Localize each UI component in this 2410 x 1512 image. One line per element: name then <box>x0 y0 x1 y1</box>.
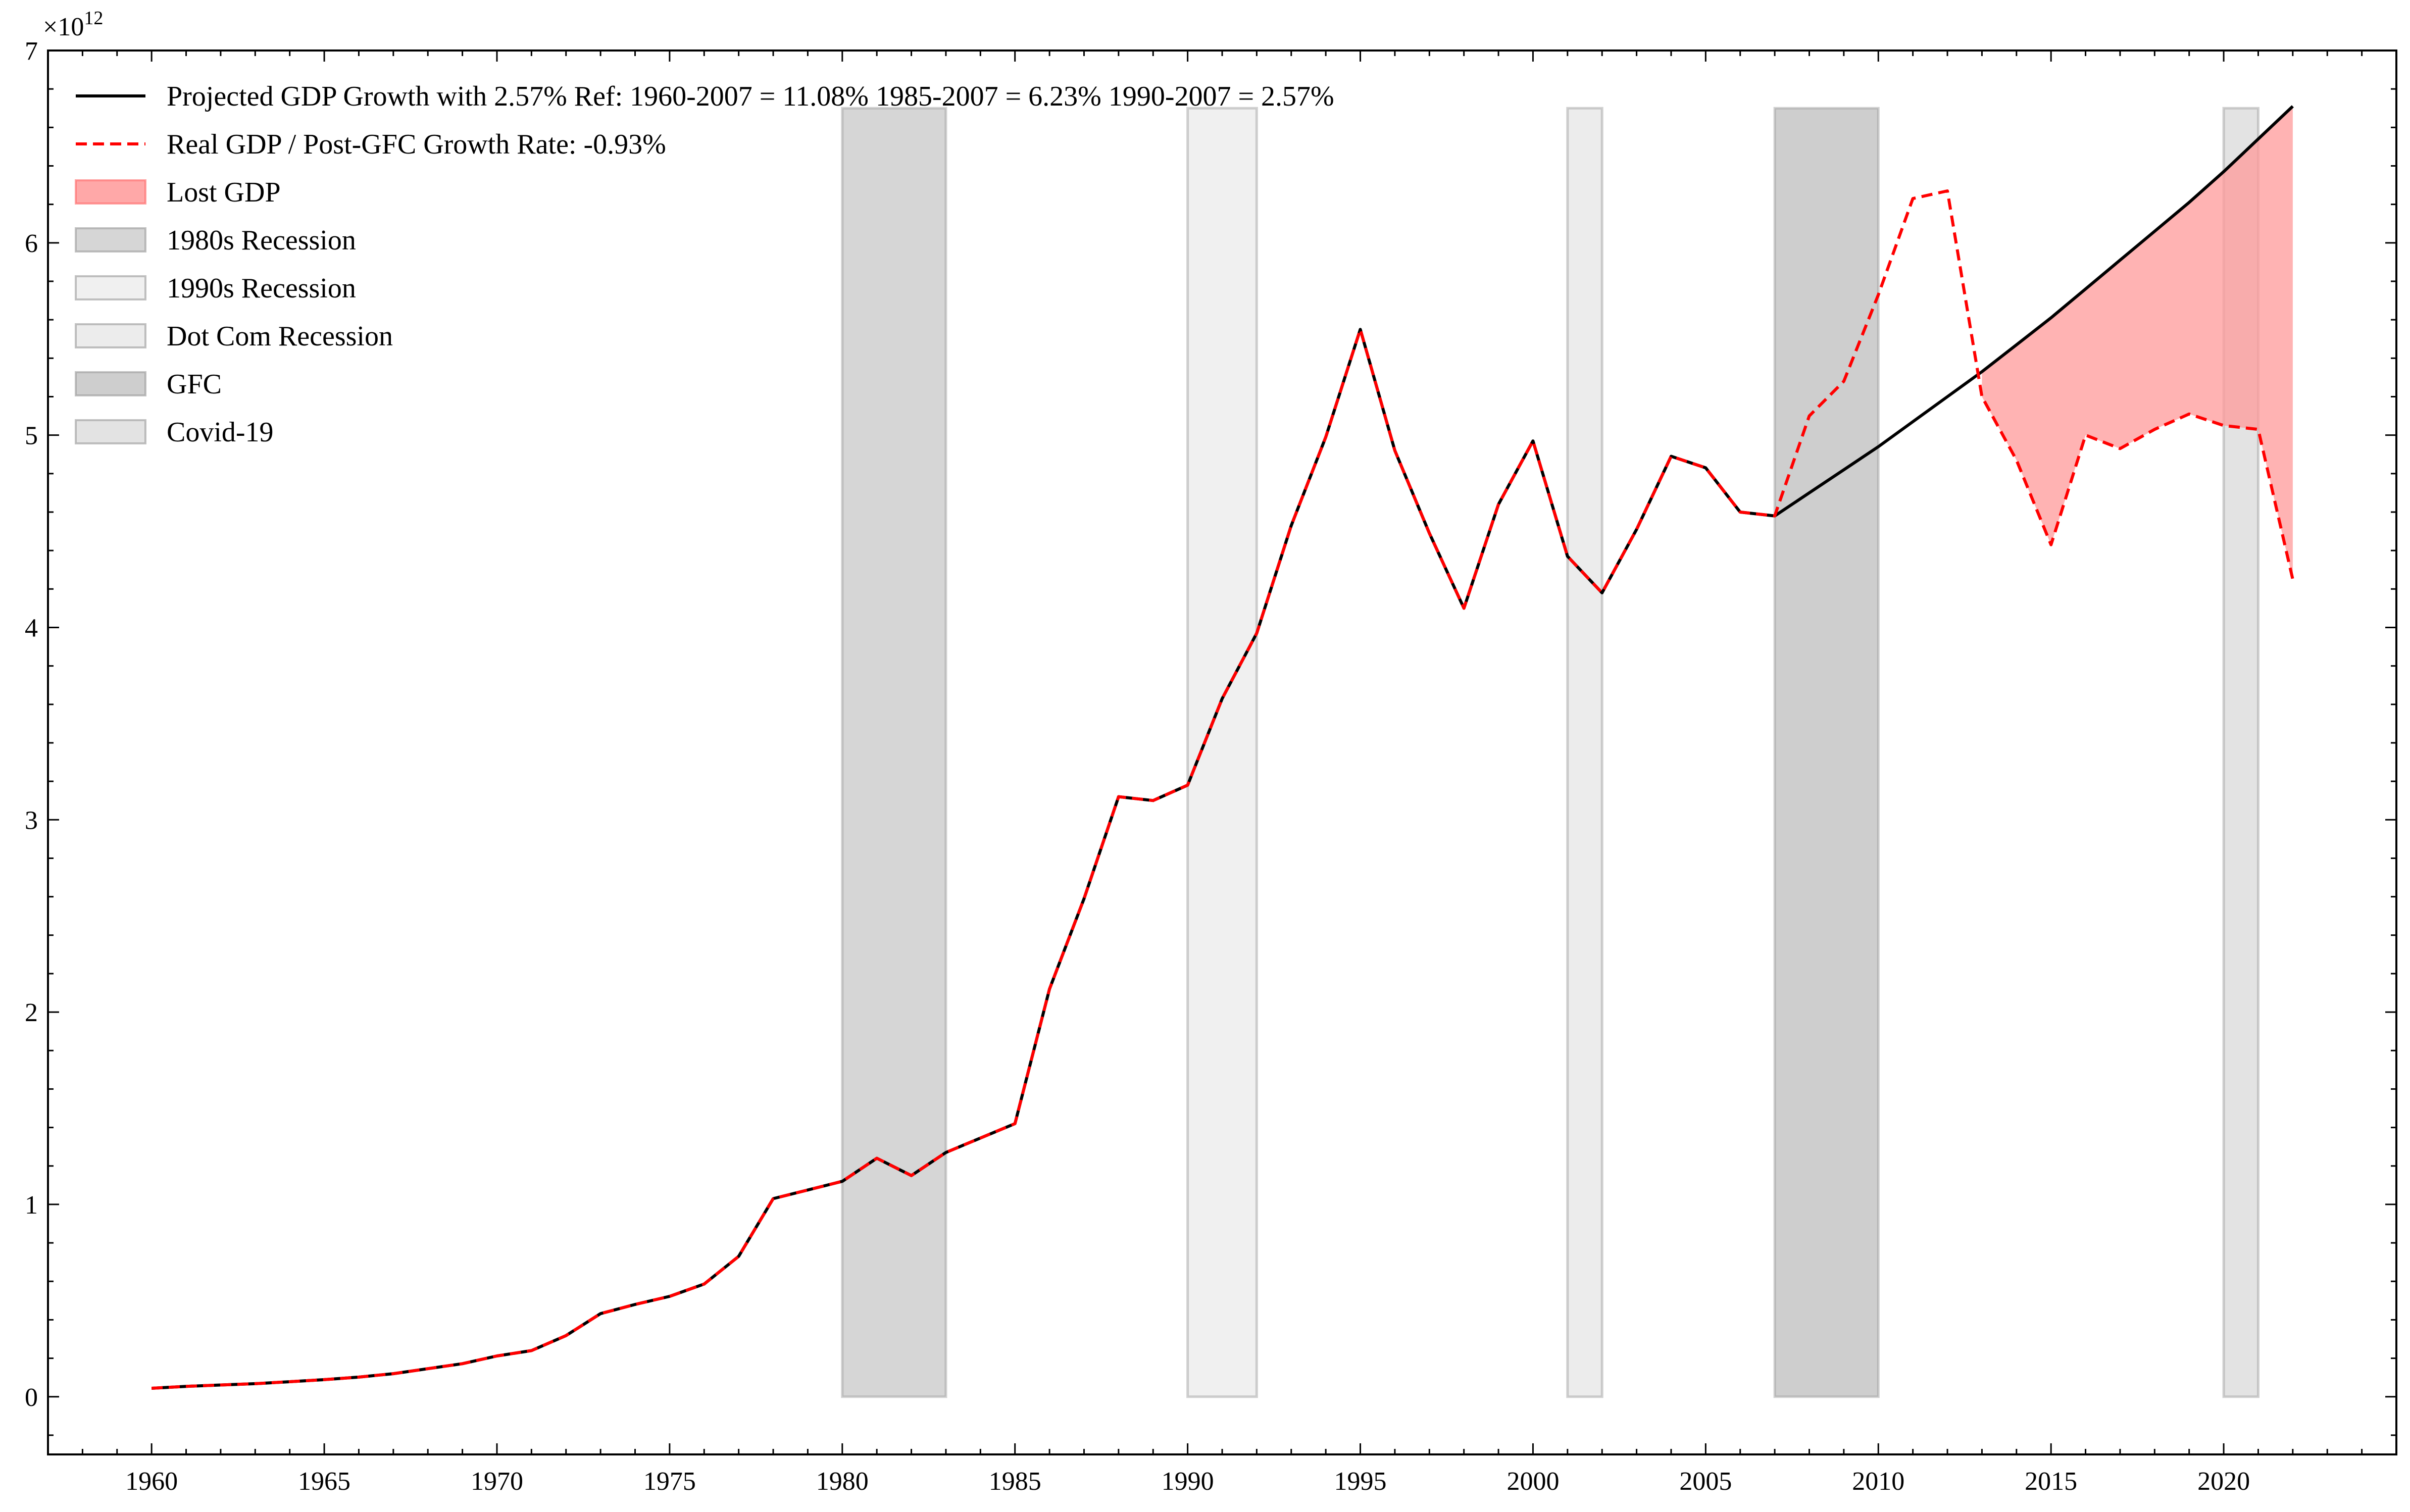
x-tick-label: 1985 <box>989 1467 1041 1496</box>
x-tick-label: 1995 <box>1334 1467 1387 1496</box>
x-tick-label: 2020 <box>2197 1467 2250 1496</box>
span-1980s-recession <box>841 107 947 1398</box>
tick-labels: 1960 1965 1970 1975 1980 1985 1990 1995 2000 2005… <box>25 37 2250 1496</box>
legend-1980s-recession-swatch <box>75 227 146 253</box>
legend-dot-com-recession-label: Dot Com Recession <box>167 321 393 352</box>
legend-projected-gdp-label: Projected GDP Growth with 2.57% Ref: 196… <box>167 81 1334 112</box>
legend-gfc-swatch <box>75 371 146 396</box>
x-tick-label: 1960 <box>125 1467 178 1496</box>
series-lines <box>151 105 2294 1390</box>
legend-covid-19-swatch <box>75 419 146 444</box>
legend-1990s-recession-swatch <box>75 275 146 300</box>
span-gfc <box>1773 107 1880 1398</box>
y-tick-label: 2 <box>25 998 38 1027</box>
y-tick-label: 7 <box>25 37 38 66</box>
lost-gdp-fill <box>1982 106 2293 580</box>
y-axis-offset-label: ×1012 <box>43 8 103 41</box>
legend-lost-gdp-label: Lost GDP <box>167 177 281 208</box>
legend: Projected GDP Growth with 2.57% Ref: 196… <box>75 81 1334 448</box>
x-tick-label: 2015 <box>2025 1467 2077 1496</box>
y-axis-offset-exponent: 12 <box>84 8 103 29</box>
legend-dot-com-recession-swatch <box>75 323 146 348</box>
x-tick-label: 1980 <box>816 1467 869 1496</box>
y-tick-label: 3 <box>25 806 38 835</box>
x-tick-label: 1990 <box>1162 1467 1214 1496</box>
legend-real-gdp-label: Real GDP / Post-GFC Growth Rate: -0.93% <box>167 129 666 160</box>
axis-ticks <box>48 51 2396 1454</box>
x-tick-label: 1965 <box>298 1467 350 1496</box>
legend-gfc-label: GFC <box>167 369 222 400</box>
legend-lost-gdp-swatch <box>75 179 146 205</box>
lost-gdp-fill-layer <box>1982 106 2293 580</box>
y-axis-offset-base: ×10 <box>43 13 84 41</box>
y-tick-label: 0 <box>25 1383 38 1412</box>
span-1990s-recession <box>1186 107 1258 1398</box>
projected-gdp-line <box>151 105 2294 1390</box>
span-dot-com-recession <box>1566 107 1603 1398</box>
x-tick-label: 2005 <box>1679 1467 1732 1496</box>
recession-spans <box>841 107 2260 1398</box>
y-tick-label: 4 <box>25 614 38 642</box>
y-tick-label: 5 <box>25 422 38 450</box>
legend-1990s-recession-label: 1990s Recession <box>167 273 356 304</box>
x-tick-label: 1970 <box>471 1467 523 1496</box>
y-tick-label: 6 <box>25 229 38 258</box>
x-tick-label: 1975 <box>643 1467 696 1496</box>
x-tick-label: 2010 <box>1852 1467 1904 1496</box>
legend-1980s-recession-label: 1980s Recession <box>167 225 356 256</box>
legend-covid-19-label: Covid-19 <box>167 417 274 448</box>
x-tick-label: 2000 <box>1507 1467 1559 1496</box>
y-tick-label: 1 <box>25 1191 38 1220</box>
